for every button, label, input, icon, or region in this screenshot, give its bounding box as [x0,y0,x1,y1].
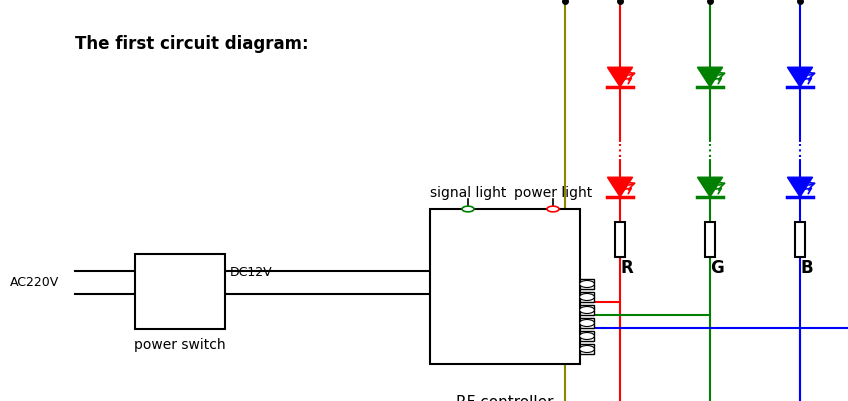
Circle shape [580,307,594,314]
Text: B: B [800,258,812,276]
Polygon shape [788,68,812,87]
Text: AC220V: AC220V [10,276,59,289]
Circle shape [580,333,594,340]
Bar [580,292,594,302]
Text: power light: power light [514,186,592,200]
Text: R: R [620,258,633,276]
Text: signal light: signal light [430,186,506,200]
Circle shape [547,207,559,212]
Text: The first circuit diagram:: The first circuit diagram: [75,35,309,53]
Circle shape [580,346,594,352]
Bar [580,279,594,289]
Text: RF controller: RF controller [456,394,554,401]
Polygon shape [697,178,722,197]
Text: load: load [478,322,508,336]
Polygon shape [788,178,812,197]
Bar [580,344,594,354]
Bar [705,222,715,257]
Text: +: + [165,264,176,278]
Text: +: + [565,258,579,276]
Circle shape [462,207,474,212]
Text: G: G [710,258,723,276]
Bar [795,222,805,257]
Circle shape [580,294,594,301]
Bar [135,254,225,329]
Bar [580,318,594,328]
Polygon shape [697,68,722,87]
Text: power: power [478,282,521,296]
Text: DC12V: DC12V [230,265,272,278]
Polygon shape [607,178,633,197]
Circle shape [580,281,594,288]
Bar [580,305,594,315]
Polygon shape [607,68,633,87]
Bar [430,209,580,364]
Text: power switch: power switch [134,337,226,351]
Bar [615,222,625,257]
Bar [580,331,594,341]
Circle shape [580,320,594,327]
Text: -: - [168,287,172,301]
